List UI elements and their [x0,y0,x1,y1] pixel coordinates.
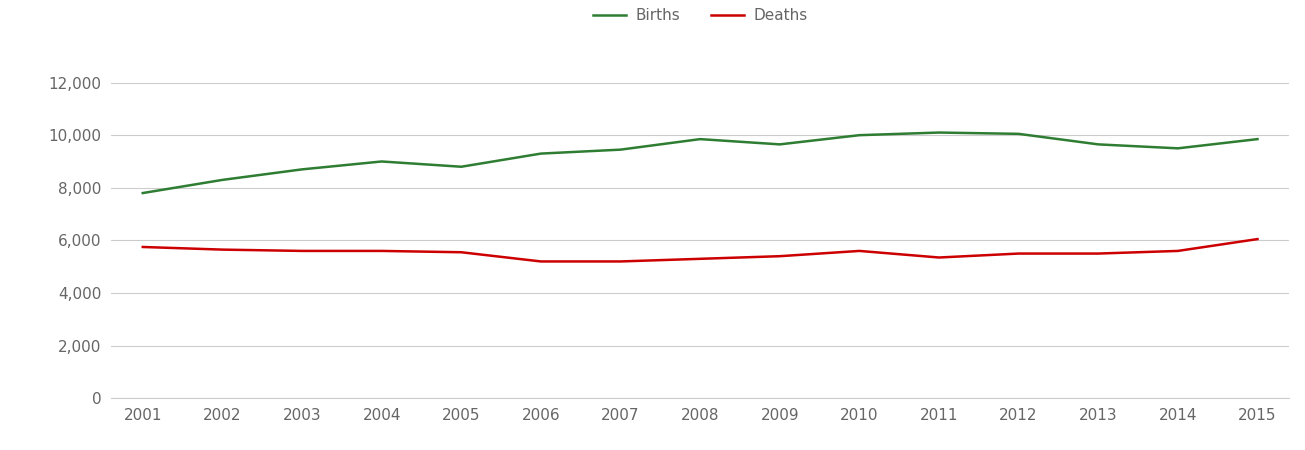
Deaths [1011,251,1027,256]
Births [773,142,788,147]
Births [214,177,230,183]
Births [532,151,548,156]
Deaths [532,259,548,264]
Deaths [612,259,628,264]
Deaths [1171,248,1186,254]
Births [294,166,309,172]
Births [612,147,628,153]
Legend: Births, Deaths: Births, Deaths [586,2,814,30]
Births [852,132,868,138]
Deaths [1250,236,1266,242]
Births [453,164,468,170]
Deaths [932,255,947,260]
Deaths [693,256,709,261]
Deaths [1091,251,1107,256]
Deaths [134,244,150,250]
Births [1011,131,1027,136]
Line: Births: Births [142,133,1258,193]
Deaths [852,248,868,254]
Births [373,159,389,164]
Line: Deaths: Deaths [142,239,1258,261]
Deaths [373,248,389,254]
Deaths [453,250,468,255]
Deaths [294,248,309,254]
Deaths [214,247,230,252]
Births [1171,146,1186,151]
Births [134,190,150,196]
Births [932,130,947,135]
Births [693,136,709,142]
Deaths [773,253,788,259]
Births [1250,136,1266,142]
Births [1091,142,1107,147]
